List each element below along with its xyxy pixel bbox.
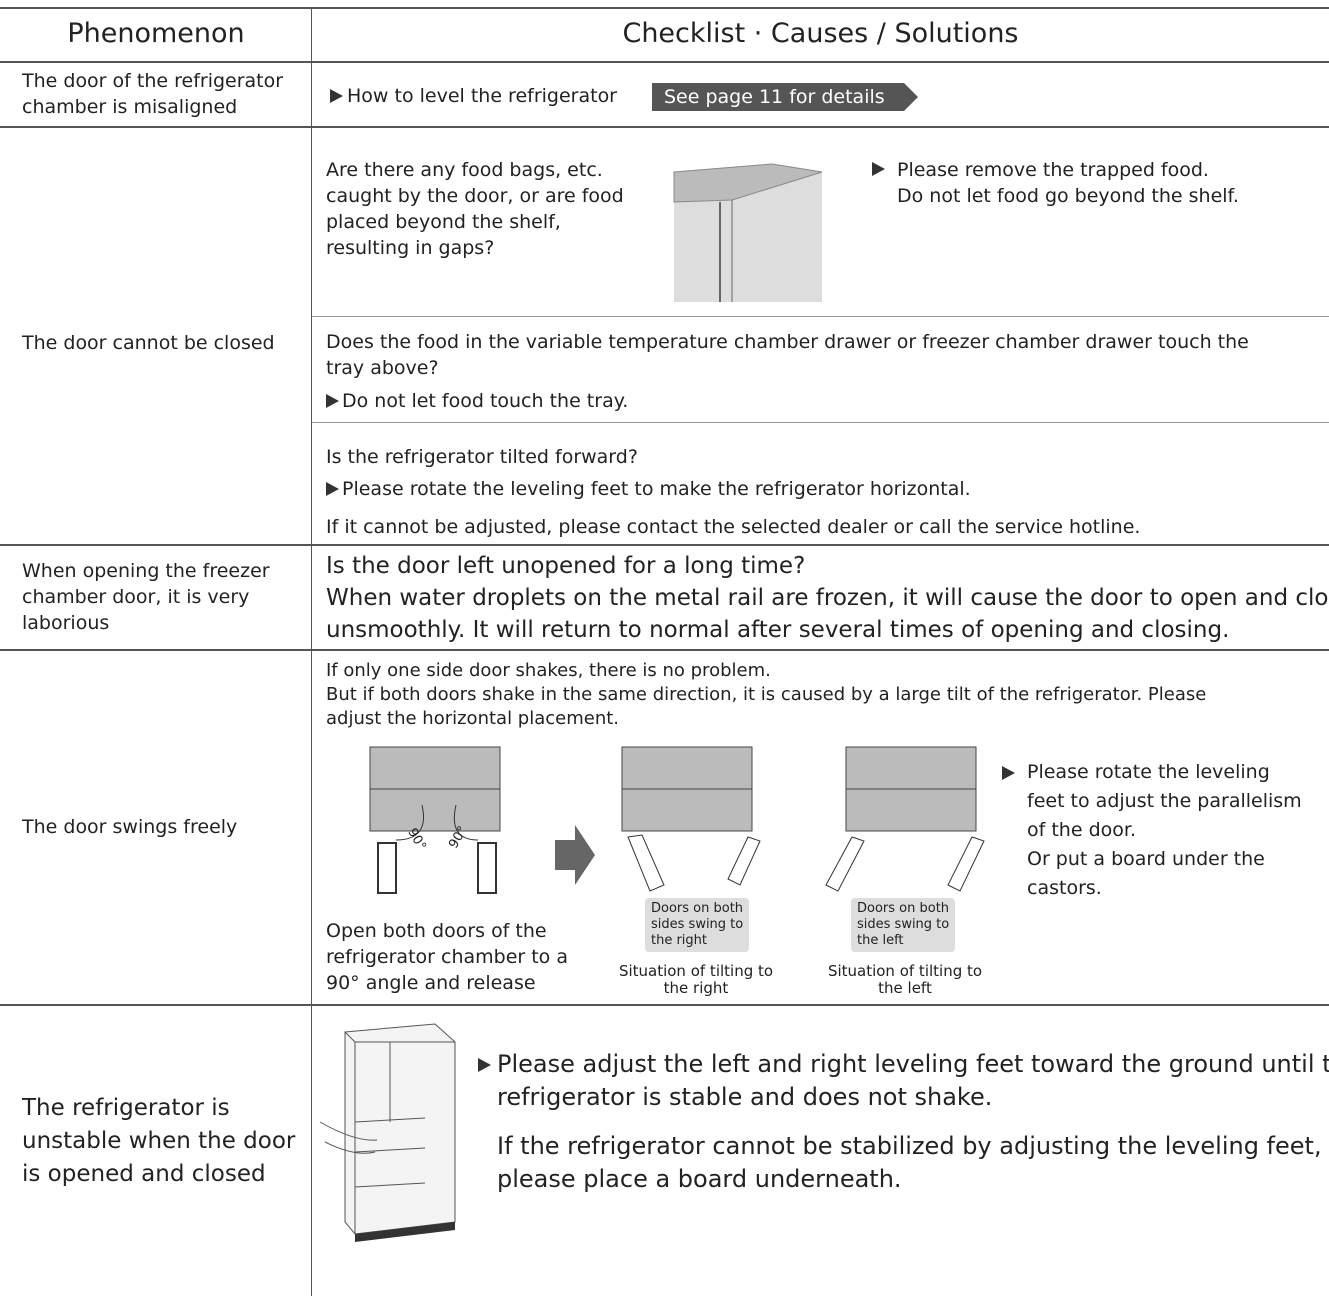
bullet [326, 482, 339, 496]
solution: Please remove the trapped food. Do not le… [897, 157, 1239, 209]
text-line: The door of the refrigerator [22, 70, 284, 92]
text-line: When opening the freezer [22, 560, 270, 582]
solution: Please rotate the leveling feet to adjust… [1027, 758, 1302, 903]
header-cell: Phenomenon [67, 18, 245, 49]
rule [312, 316, 1329, 317]
text-line: sides swing to [651, 917, 744, 932]
bullet [330, 89, 343, 103]
door-figures [369, 746, 985, 894]
text-line: resulting in gaps? [326, 237, 495, 259]
text-line: tray above? [326, 357, 439, 379]
text-line: placed beyond the shelf, [326, 211, 561, 233]
text-line: caught by the door, or are food [326, 185, 624, 207]
step: Open both doors of the refrigerator chamb… [326, 918, 568, 996]
rule [0, 7, 1329, 9]
text-line: Are there any food bags, etc. [326, 159, 603, 181]
text-line: laborious [22, 612, 110, 634]
bullet [478, 1058, 491, 1072]
text-line: Please rotate the leveling [1027, 761, 1270, 783]
text-line: Doors on both [857, 901, 950, 916]
text-line: Please remove the trapped food. [897, 159, 1209, 181]
note: If the refrigerator cannot be stabilized… [497, 1130, 1322, 1196]
solution: Please rotate the leveling feet to make … [342, 476, 971, 502]
link[interactable]: See page 11 for details [664, 86, 885, 108]
question: Is the refrigerator tilted forward? [326, 444, 638, 470]
text-line: please place a board underneath. [497, 1165, 902, 1193]
text-line: Please rotate the leveling feet to make … [342, 478, 971, 500]
answer: Is the door left unopened for a long tim… [326, 550, 1329, 646]
solution: Do not let food touch the tray. [342, 388, 628, 414]
case-tag: Doors on both sides swing to the right [645, 898, 750, 952]
text-line: the left [878, 979, 932, 997]
action: How to level the refrigerator [347, 85, 617, 107]
text-line: 90° angle and release [326, 972, 536, 994]
question: Are there any food bags, etc. caught by t… [326, 157, 624, 261]
text-line: adjust the horizontal placement. [326, 708, 620, 729]
text-line: If only one side door shakes, there is n… [326, 660, 771, 681]
text-line: chamber door, it is very [22, 586, 250, 608]
text-line: is opened and closed [22, 1161, 266, 1187]
text-line: Doors on both [651, 901, 744, 916]
rule [0, 126, 1329, 128]
text-line: Do not let food go beyond the shelf. [897, 185, 1239, 207]
text-line: Situation of tilting to [827, 962, 983, 980]
bullet [872, 162, 885, 176]
phenomenon: The door of the refrigerator chamber is m… [22, 68, 283, 120]
text-line: Is the door left unopened for a long tim… [326, 553, 806, 579]
phenomenon: The door cannot be closed [22, 330, 275, 356]
text-line: refrigerator chamber to a [326, 946, 568, 968]
fridge-illustration [319, 1023, 456, 1242]
rule [0, 1004, 1329, 1006]
case-caption: Situation of tilting to the left [805, 963, 1005, 997]
text-line: The refrigerator is [22, 1095, 230, 1121]
text-line: When water droplets on the metal rail ar… [326, 585, 1329, 611]
question: Does the food in the variable temperatur… [326, 329, 1249, 381]
rule [0, 649, 1329, 651]
text-line: Please adjust the left and right levelin… [497, 1050, 1329, 1078]
text-line: unstable when the door [22, 1128, 296, 1154]
text-line: feet to adjust the parallelism [1027, 790, 1302, 812]
text-line: castors. [1027, 877, 1102, 899]
intro: If only one side door shakes, there is n… [326, 659, 1206, 731]
text-line: the right [651, 933, 708, 948]
text-line: Open both doors of the [326, 920, 547, 942]
header-cell: Checklist · Causes / Solutions [622, 18, 1019, 49]
rule [312, 422, 1329, 423]
text-line: The door cannot be closed [22, 332, 275, 354]
case-tag: Doors on both sides swing to the left [851, 898, 956, 952]
text-line: Do not let food touch the tray. [342, 390, 629, 412]
text-line: the right [663, 979, 729, 997]
phenomenon: When opening the freezer chamber door, it… [22, 558, 270, 636]
bullet [1002, 766, 1015, 780]
text-line: The door swings freely [22, 816, 238, 838]
text-line: Or put a board under the [1027, 848, 1265, 870]
text-line: If it cannot be adjusted, please contact… [326, 516, 1141, 538]
text-line: chamber is misaligned [22, 96, 238, 118]
solution: Please adjust the left and right levelin… [497, 1048, 1329, 1114]
bullet [326, 394, 339, 408]
phenomenon: The door swings freely [22, 814, 237, 840]
text-line: But if both doors shake in the same dire… [326, 684, 1207, 705]
text-line: Does the food in the variable temperatur… [326, 331, 1249, 353]
door-illustration [673, 163, 823, 302]
text-line: the left [857, 933, 904, 948]
link-badge [652, 83, 918, 111]
rule [0, 544, 1329, 546]
text-line: unsmoothly. It will return to normal aft… [326, 617, 1230, 643]
column-rule [311, 8, 312, 1296]
text-line: If the refrigerator cannot be stabilized… [497, 1132, 1322, 1160]
text-line: sides swing to [857, 917, 950, 932]
text-line: Situation of tilting to [618, 962, 774, 980]
phenomenon: The refrigerator is unstable when the doo… [22, 1092, 295, 1191]
text-line: refrigerator is stable and does not shak… [497, 1083, 993, 1111]
case-caption: Situation of tilting to the right [596, 963, 796, 997]
rule [0, 61, 1329, 63]
text-line: of the door. [1027, 819, 1136, 841]
text-line: Is the refrigerator tilted forward? [326, 446, 638, 468]
note: If it cannot be adjusted, please contact… [326, 514, 1140, 540]
